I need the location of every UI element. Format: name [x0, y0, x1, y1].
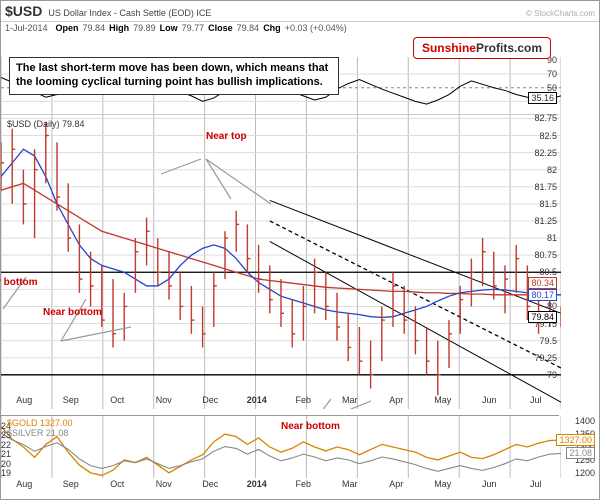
- price-chart: [1, 115, 561, 409]
- commentary-box: The last short-term move has been down, …: [9, 57, 339, 95]
- annotation-label: Near bottom: [43, 307, 102, 318]
- x-axis-upper: AugSepOctNovDec2014FebMarAprMayJunJul: [1, 395, 559, 413]
- chart-header: $USD US Dollar Index - Cash Settle (EOD)…: [1, 1, 599, 22]
- annotation-label: Near bottom: [281, 421, 340, 432]
- x-axis: AugSepOctNovDec2014FebMarAprMayJunJul: [1, 479, 559, 497]
- gold-silver-legend: $GOLD 1327.00 $SILVER 21.08: [7, 418, 73, 438]
- ticker-desc: US Dollar Index - Cash Settle (EOD) ICE: [48, 8, 211, 18]
- brand-badge: SunshineProfits.com: [413, 37, 551, 59]
- price-yaxis: 82.7582.582.258281.7581.581.258180.7580.…: [521, 115, 559, 409]
- rsi-yaxis: 9070503035.16: [521, 57, 559, 115]
- gold-yaxis: 140013501300125012001327.0021.08: [559, 416, 597, 478]
- price-legend: $USD (Daily) 79.84: [7, 119, 85, 129]
- ticker-symbol: $USD: [5, 3, 42, 19]
- annotation-label: r bottom: [0, 277, 38, 288]
- annotation-label: Near top: [206, 131, 247, 142]
- bottom-panel: $GOLD 1327.00 $SILVER 21.08 140013501300…: [1, 415, 559, 477]
- copyright: © StockCharts.com: [526, 9, 595, 18]
- chart-container: $USD US Dollar Index - Cash Settle (EOD)…: [0, 0, 600, 500]
- price-subpanel: $USD (Daily) 79.84 82.7582.582.258281.75…: [1, 115, 559, 409]
